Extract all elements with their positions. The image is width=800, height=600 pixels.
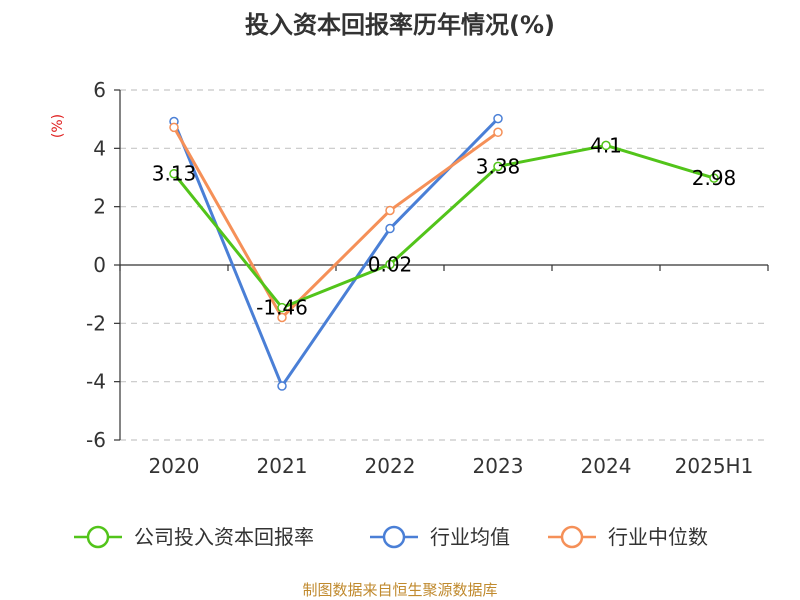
y-tick-label: 4 — [93, 136, 106, 160]
data-label: 0.02 — [368, 252, 413, 276]
series-group — [169, 113, 719, 391]
y-tick-label: 2 — [93, 195, 106, 219]
y-axis-unit: (%) — [50, 114, 66, 138]
data-point — [169, 122, 179, 133]
x-tick-label: 2021 — [257, 454, 308, 478]
data-point — [709, 173, 719, 183]
x-tick-label: 2025H1 — [675, 454, 754, 478]
chart-title: 投入资本回报率历年情况(%) — [245, 11, 555, 39]
source-note: 制图数据来自恒生聚源数据库 — [302, 581, 497, 599]
data-label: 2.98 — [692, 166, 737, 190]
series-line — [172, 143, 715, 310]
x-tick-labels: 2020 2021 2022 2023 2024 2025H1 — [149, 454, 754, 478]
data-point — [277, 381, 287, 391]
x-tick-label: 2023 — [473, 454, 524, 478]
data-point — [169, 168, 179, 179]
y-tick-labels: 6 4 2 0 -2 -4 -6 — [86, 78, 106, 452]
axes — [114, 89, 769, 441]
data-label: 4.1 — [590, 133, 622, 157]
legend-marker — [86, 525, 110, 549]
series-line — [172, 117, 500, 388]
legend: 公司投入资本回报率 行业均值 行业中位数 — [74, 525, 708, 549]
y-tick-label: -4 — [86, 370, 106, 394]
x-tick-label: 2022 — [365, 454, 416, 478]
grid-lines — [120, 89, 768, 441]
data-point — [385, 205, 395, 216]
data-point — [601, 140, 611, 151]
x-tick-label: 2020 — [149, 454, 200, 478]
data-point — [277, 302, 287, 313]
data-point — [385, 259, 395, 270]
data-point — [493, 127, 503, 138]
data-label: 3.13 — [152, 162, 197, 186]
y-tick-label: -2 — [86, 311, 106, 335]
legend-marker — [382, 525, 406, 549]
data-point — [493, 161, 503, 172]
legend-label: 行业均值 — [430, 525, 510, 549]
data-point — [277, 312, 287, 323]
y-tick-label: 0 — [93, 253, 106, 277]
data-label: 3.38 — [476, 154, 521, 178]
legend-label: 公司投入资本回报率 — [134, 525, 314, 549]
data-label: -1.46 — [256, 296, 308, 320]
legend-label: 行业中位数 — [608, 525, 708, 549]
x-tick-label: 2024 — [581, 454, 632, 478]
data-point — [385, 223, 395, 234]
y-tick-label: -6 — [86, 428, 106, 452]
data-point — [493, 113, 503, 124]
series-line — [172, 126, 499, 319]
y-tick-label: 6 — [93, 78, 106, 102]
data-labels: 3.13 -1.46 0.02 3.38 4.1 2.98 — [152, 133, 737, 319]
legend-marker — [560, 525, 584, 549]
